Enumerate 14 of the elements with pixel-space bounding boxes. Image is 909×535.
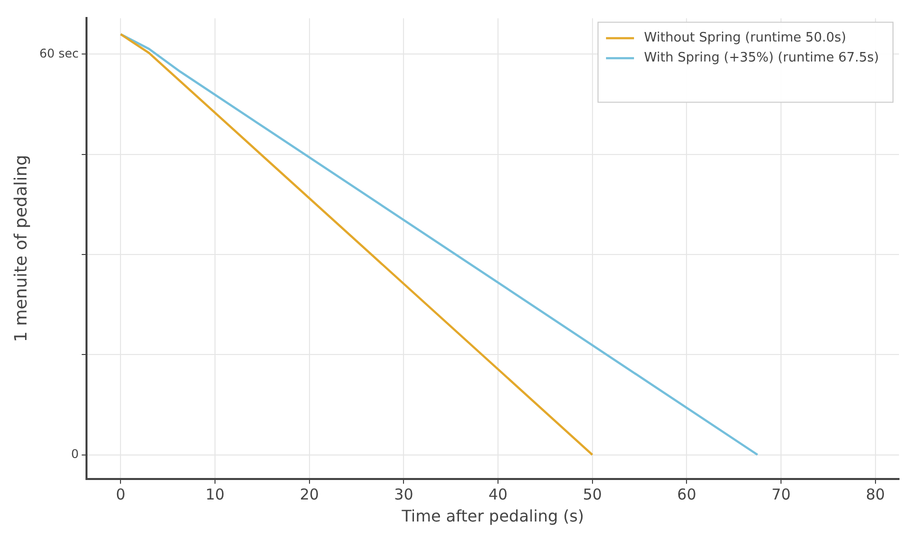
y-axis-title: 1 menuite of pedaling [12, 154, 32, 342]
x-axis-title: Time after pedaling (s) [400, 506, 584, 526]
x-tick-label: 80 [866, 486, 885, 504]
x-tick-label: 40 [488, 486, 508, 504]
x-tick-label: 20 [300, 486, 319, 504]
legend-label: Without Spring (runtime 50.0s) [644, 30, 846, 46]
legend-label: With Spring (+35%) (runtime 67.5s) [644, 50, 879, 66]
x-tick-label: 0 [116, 486, 126, 504]
x-tick-label: 70 [772, 486, 791, 504]
y-tick-label: 60 sec [39, 46, 79, 60]
x-tick-label: 30 [394, 486, 414, 504]
x-tick-label: 50 [582, 486, 602, 504]
x-tick-label: 60 [677, 486, 696, 504]
x-tick-label: 10 [205, 486, 225, 504]
